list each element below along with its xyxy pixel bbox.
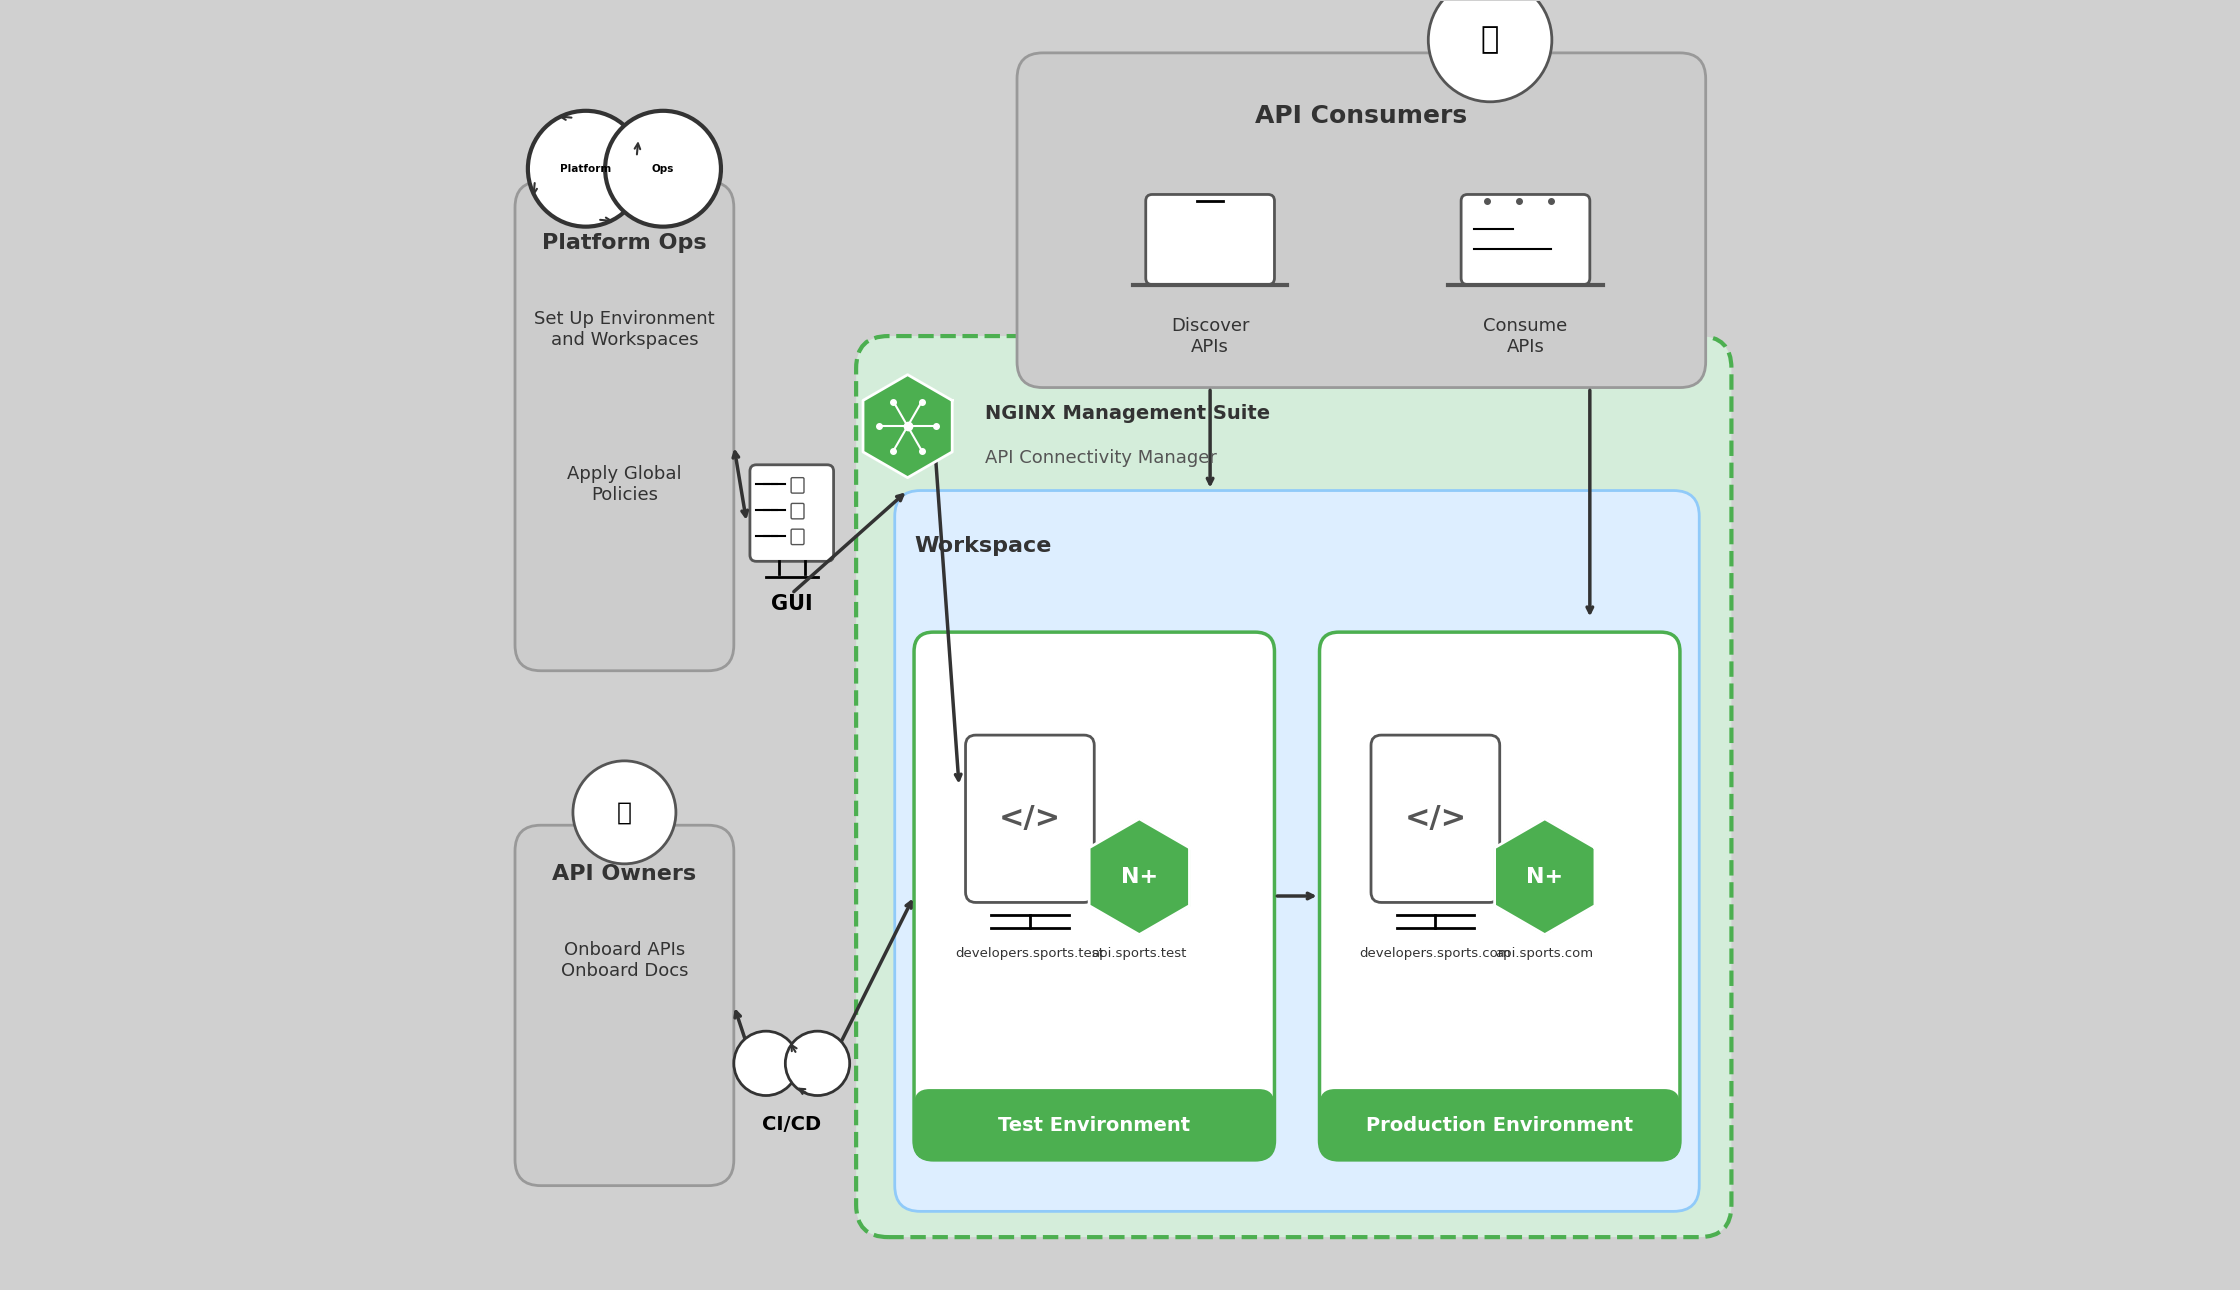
Text: Onboard APIs
Onboard Docs: Onboard APIs Onboard Docs (560, 942, 688, 980)
Polygon shape (1494, 819, 1595, 935)
Text: API Connectivity Manager: API Connectivity Manager (986, 449, 1216, 467)
Text: API Consumers: API Consumers (1254, 104, 1467, 129)
Polygon shape (1089, 819, 1189, 935)
FancyBboxPatch shape (1319, 1089, 1680, 1160)
Text: Set Up Environment
and Workspaces: Set Up Environment and Workspaces (533, 311, 715, 350)
Text: Workspace: Workspace (914, 535, 1051, 556)
Text: </>: </> (1404, 804, 1467, 833)
Circle shape (605, 111, 721, 227)
Text: N+: N+ (1120, 867, 1158, 886)
FancyBboxPatch shape (1319, 632, 1680, 1160)
FancyBboxPatch shape (1017, 53, 1705, 387)
FancyBboxPatch shape (791, 503, 804, 519)
Text: developers.sports.com: developers.sports.com (1360, 947, 1512, 961)
Text: </>: </> (999, 804, 1062, 833)
Text: Test Environment: Test Environment (999, 1116, 1189, 1135)
Circle shape (786, 1031, 849, 1095)
Text: api.sports.com: api.sports.com (1496, 947, 1595, 961)
Text: Discover
APIs: Discover APIs (1172, 317, 1250, 356)
Circle shape (735, 1031, 797, 1095)
Text: GUI: GUI (771, 593, 813, 614)
Text: api.sports.test: api.sports.test (1091, 947, 1187, 961)
FancyBboxPatch shape (791, 477, 804, 493)
Text: Ops: Ops (652, 164, 674, 174)
Text: API Owners: API Owners (553, 864, 697, 884)
FancyBboxPatch shape (1460, 195, 1590, 285)
Polygon shape (862, 374, 952, 477)
Text: developers.sports.test: developers.sports.test (956, 947, 1104, 961)
FancyBboxPatch shape (1371, 735, 1501, 903)
Text: Platform: Platform (560, 164, 612, 174)
Text: Apply Global
Policies: Apply Global Policies (567, 464, 681, 503)
FancyBboxPatch shape (856, 337, 1732, 1237)
Text: 👥: 👥 (1481, 26, 1499, 54)
Text: CI/CD: CI/CD (762, 1115, 822, 1134)
FancyBboxPatch shape (965, 735, 1095, 903)
Text: N+: N+ (1525, 867, 1564, 886)
Circle shape (1429, 0, 1552, 102)
FancyBboxPatch shape (791, 529, 804, 544)
FancyBboxPatch shape (515, 182, 735, 671)
Text: 👥: 👥 (616, 800, 632, 824)
FancyBboxPatch shape (894, 490, 1700, 1211)
FancyBboxPatch shape (914, 1089, 1275, 1160)
FancyBboxPatch shape (1145, 195, 1275, 285)
Text: Production Environment: Production Environment (1366, 1116, 1633, 1135)
Circle shape (573, 761, 676, 864)
FancyBboxPatch shape (914, 632, 1275, 1160)
Circle shape (529, 111, 643, 227)
FancyBboxPatch shape (515, 826, 735, 1186)
Text: Platform Ops: Platform Ops (542, 233, 708, 253)
Text: Consume
APIs: Consume APIs (1483, 317, 1568, 356)
FancyBboxPatch shape (750, 464, 833, 561)
Text: NGINX Management Suite: NGINX Management Suite (986, 404, 1270, 423)
